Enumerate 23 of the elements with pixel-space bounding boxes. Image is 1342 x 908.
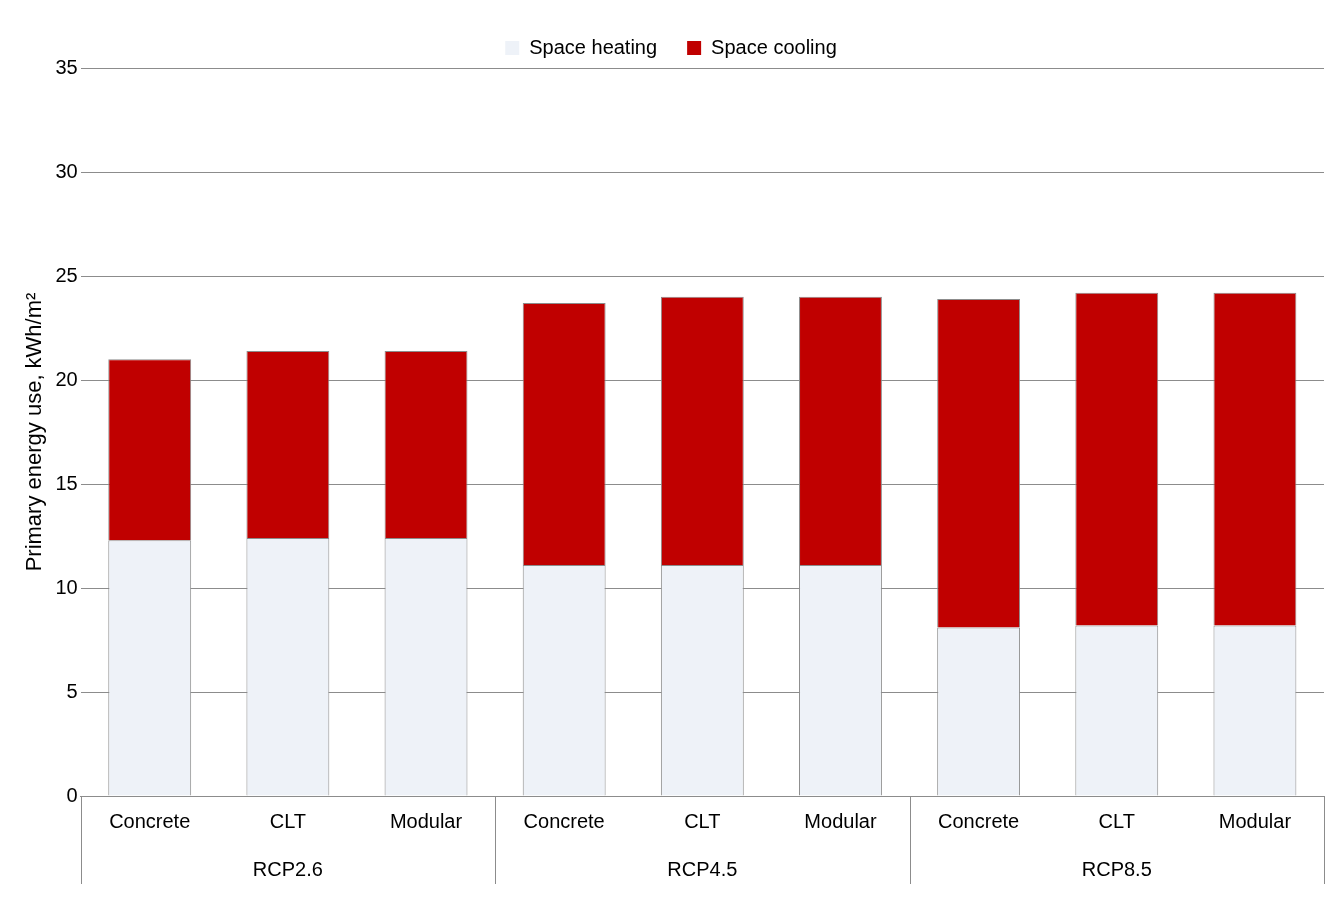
x-tick-label: Concrete [109, 809, 191, 832]
y-tick-label: 5 [66, 679, 78, 702]
x-tick-label: Modular [389, 809, 463, 832]
x-tick-label: Concrete [938, 809, 1020, 832]
x-tick-label: Concrete [523, 809, 605, 832]
text: RCP4.5 [667, 857, 738, 880]
x-tick-label: CLT [269, 809, 307, 832]
y-tick-label: 25 [55, 263, 78, 286]
x-tick-label: Modular [804, 809, 877, 832]
y-tick-label: 0 [66, 783, 78, 806]
text: RCP2.6 [252, 857, 323, 880]
y-tick-label: 20 [55, 367, 78, 390]
y-tick-label: 30 [55, 159, 78, 182]
y-tick-label: 10 [55, 575, 78, 598]
y-axis-title: Primary energy use, kWh/m² [21, 292, 47, 572]
x-tick-label: CLT [684, 809, 721, 832]
x-tick-label: Modular [1218, 809, 1292, 832]
text: RCP8.5 [1081, 857, 1152, 880]
y-tick-label: 35 [55, 55, 78, 78]
legend-label: Space cooling [711, 35, 837, 58]
y-tick-label: 15 [55, 471, 78, 494]
legend-label: Space heating [529, 35, 658, 58]
x-tick-label: CLT [1098, 809, 1135, 832]
